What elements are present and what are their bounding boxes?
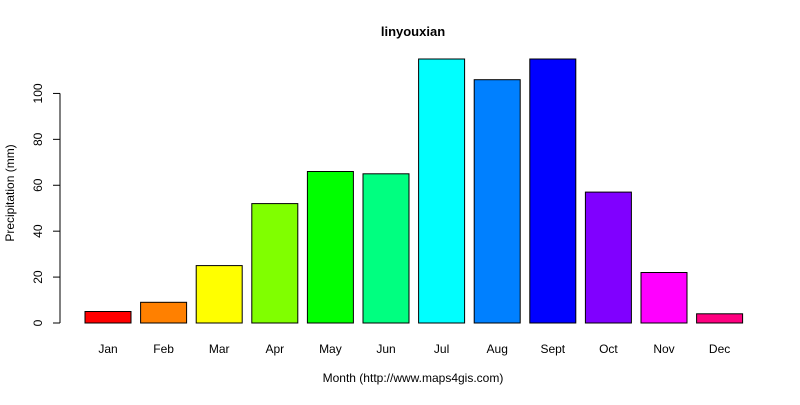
bar-oct <box>584 191 632 324</box>
y-tick-label-0: 0 <box>31 319 45 326</box>
bar-jul <box>418 58 466 324</box>
y-tick-label-80: 80 <box>31 132 45 146</box>
x-tick-label-may: May <box>319 342 342 356</box>
y-tick-label-40: 40 <box>31 224 45 238</box>
bar-aug <box>473 79 521 324</box>
bar-jun <box>362 173 410 324</box>
x-tick-label-nov: Nov <box>653 342 674 356</box>
x-tick-label-dec: Dec <box>709 342 730 356</box>
bar-feb <box>140 301 188 324</box>
x-tick-label-jun: Jun <box>376 342 395 356</box>
chart-title: linyouxian <box>381 24 445 39</box>
x-tick-label-jul: Jul <box>434 342 449 356</box>
y-axis: 0 20 40 60 80 100 <box>31 83 61 326</box>
x-tick-label-apr: Apr <box>265 342 284 356</box>
bar-apr <box>251 203 299 324</box>
bar-dec <box>696 313 744 324</box>
x-tick-label-oct: Oct <box>599 342 618 356</box>
y-tick-label-20: 20 <box>31 270 45 284</box>
x-tick-label-aug: Aug <box>487 342 508 356</box>
x-tick-label-jan: Jan <box>98 342 117 356</box>
y-axis-label: Precipitation (mm) <box>3 144 17 241</box>
x-axis-label: Month (http://www.maps4gis.com) <box>323 371 504 385</box>
x-tick-label-feb: Feb <box>153 342 174 356</box>
x-tick-label-sept: Sept <box>540 342 565 356</box>
bars-group <box>84 58 744 324</box>
x-tick-label-mar: Mar <box>209 342 230 356</box>
bar-nov <box>640 272 688 324</box>
bar-sept <box>529 58 577 324</box>
bar-may <box>306 171 354 324</box>
y-tick-label-60: 60 <box>31 178 45 192</box>
bar-jan <box>84 311 132 324</box>
bar-mar <box>195 265 243 324</box>
y-tick-label-100: 100 <box>31 83 45 103</box>
x-tick-labels: Jan Feb Mar Apr May Jun Jul Aug Sept Oct Nov Dec <box>98 342 730 356</box>
